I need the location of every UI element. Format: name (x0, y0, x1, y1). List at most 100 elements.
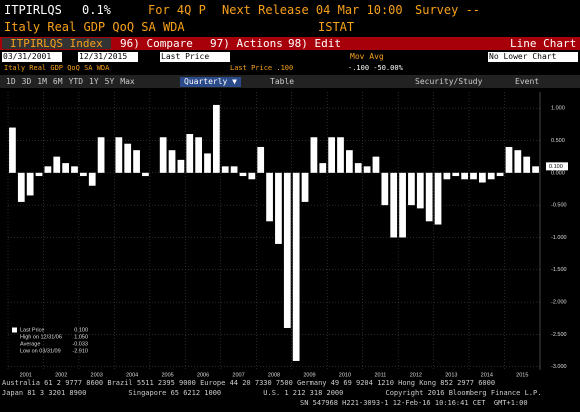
source: ISTAT (318, 20, 355, 34)
bar (186, 134, 194, 173)
menu-item[interactable]: 98) Edit (288, 37, 341, 50)
bar (434, 172, 442, 225)
period-button[interactable]: 1Y (89, 77, 99, 86)
legend-value: -0.033 (72, 341, 88, 347)
bar (363, 166, 371, 173)
bar (461, 172, 469, 180)
frequency[interactable]: Quarterly ▼ (180, 77, 241, 87)
x-tick-label: 2013 (445, 372, 457, 378)
period-button[interactable]: YTD (68, 77, 84, 86)
toolbar (0, 75, 580, 88)
bar (221, 166, 229, 173)
period: For 4Q P (148, 3, 206, 17)
bar (425, 172, 433, 222)
bar (248, 172, 256, 180)
period-button[interactable]: Max (120, 77, 135, 86)
current-marker (546, 162, 568, 171)
index-box[interactable]: ITPIRLQS Index (2, 38, 111, 49)
x-tick-label: 2008 (268, 372, 280, 378)
x-tick-label: 2009 (303, 372, 315, 378)
x-tick-label: 2007 (232, 372, 244, 378)
x-tick-label: 2011 (374, 372, 386, 378)
legend-label: High on 12/31/06 (20, 334, 62, 340)
bar (470, 172, 477, 180)
x-tick-label: 2012 (410, 372, 422, 378)
bar (115, 137, 123, 173)
y-tick-label: 0.000 (551, 170, 565, 176)
menu-bar (0, 37, 580, 50)
bar (443, 172, 451, 180)
bar (53, 156, 61, 173)
menu-item[interactable]: 97) Actions (210, 37, 283, 50)
lower-chart[interactable]: No Lower Chart (488, 52, 578, 62)
study-button[interactable]: Security/Study (415, 77, 483, 86)
bar (212, 104, 220, 173)
event-button[interactable]: Event (515, 77, 540, 86)
bar (399, 172, 406, 238)
security-name: Italy Real GDP QoQ SA WDA (4, 20, 185, 34)
y-tick-label: -2.500 (551, 332, 567, 338)
next-release: Next Release 04 Mar 10:00 (222, 3, 403, 17)
x-tick-label: 2003 (91, 372, 103, 378)
bar (9, 127, 16, 173)
legend-value: 1.050 (74, 334, 88, 340)
mov-avg[interactable]: Mov Avg (350, 52, 384, 61)
bar (301, 172, 309, 202)
bar (505, 146, 513, 173)
menu-item[interactable]: 96) Compare (120, 37, 193, 50)
bar (88, 172, 96, 186)
period-button[interactable]: 3D (21, 77, 32, 86)
bar (408, 172, 415, 206)
y-tick-label: -2.000 (551, 300, 567, 306)
bar (292, 172, 300, 361)
y-tick-label: -3.000 (551, 364, 567, 370)
x-tick-label: 2015 (516, 372, 528, 378)
bar (97, 137, 105, 173)
sub-last: Last Price .100 (230, 64, 294, 72)
bar (283, 172, 291, 328)
bar (478, 172, 486, 183)
bar (328, 137, 336, 173)
x-tick-label: 2010 (339, 372, 351, 378)
bar (487, 172, 495, 180)
bar (168, 150, 176, 173)
start-date[interactable]: 03/31/2001 (2, 52, 62, 62)
x-tick-label: 2001 (20, 372, 32, 378)
bar (195, 137, 203, 173)
x-tick-label: 2002 (55, 372, 67, 378)
bar (452, 172, 460, 177)
y-tick-label: -0.500 (551, 203, 567, 209)
period-button[interactable]: 6M (52, 77, 63, 86)
bar (124, 143, 132, 173)
x-tick-label: 2004 (126, 372, 138, 378)
period-button[interactable]: 5Y (104, 77, 115, 86)
bar (337, 137, 344, 173)
sub-change: -.100 -50.00% (348, 64, 403, 72)
legend-value: -2.910 (72, 348, 88, 354)
period-button[interactable]: 1M (37, 77, 47, 86)
bar (44, 166, 52, 173)
last: 0.1% (82, 3, 111, 17)
x-tick-label: 2005 (161, 372, 173, 378)
y-tick-label: 0.500 (551, 138, 565, 144)
bar (239, 172, 247, 177)
survey: Survey -- (415, 3, 481, 17)
y-tick-label: 1.000 (551, 106, 565, 112)
legend-label: Last Price (20, 327, 44, 333)
field[interactable]: Last Price (160, 52, 230, 62)
footer-line: SN 547968 H221-3093-1 12-Feb-16 10:16:41… (300, 399, 528, 407)
ticker: ITPIRLQS (4, 3, 62, 17)
legend-value: 0.100 (74, 327, 88, 333)
bar (71, 166, 78, 173)
legend-swatch (12, 327, 17, 333)
x-tick-label: 2014 (481, 372, 493, 378)
bar (310, 137, 318, 173)
end-date[interactable]: 12/31/2015 (78, 52, 138, 62)
view[interactable]: Line Chart (510, 37, 577, 50)
period-button[interactable]: 1D (6, 77, 16, 86)
bar (62, 163, 70, 173)
table-button[interactable]: Table (270, 77, 295, 86)
bar (159, 137, 167, 173)
